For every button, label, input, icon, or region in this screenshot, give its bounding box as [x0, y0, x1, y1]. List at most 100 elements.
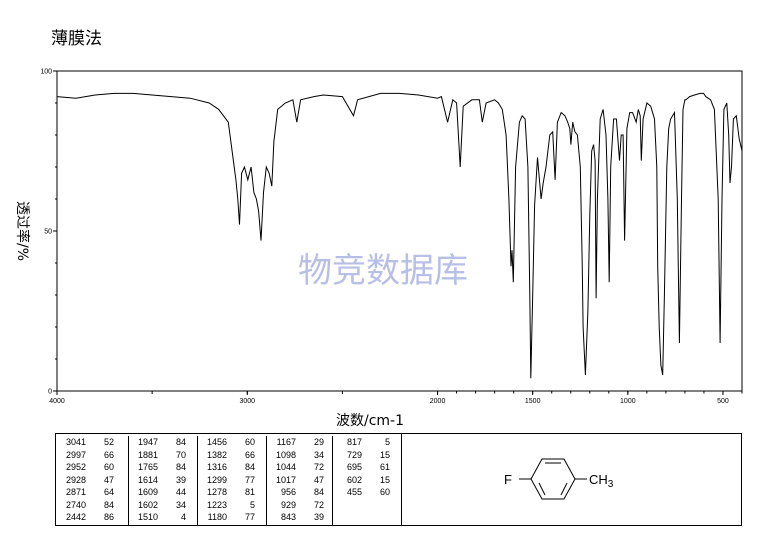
page-title: 薄膜法 [51, 29, 102, 49]
transmittance-value: 72 [313, 462, 324, 472]
peak-table-column: 1947 84 1881 70 1765 84 1614 39 1609 44 1602 34 1510… [128, 436, 198, 525]
peak-row: 1609 44 [128, 486, 197, 499]
y-tick-label: 100 [40, 69, 52, 76]
peak-row: 929 72 [266, 499, 332, 512]
peak-row: 1382 66 [197, 449, 266, 462]
wavenumber-value: 1602 [137, 499, 158, 510]
peak-row: 1180 77 [197, 511, 266, 524]
peak-row: 1881 70 [128, 449, 197, 462]
transmittance-value: 84 [103, 499, 114, 510]
wavenumber-value: 817 [346, 437, 362, 447]
transmittance-value: 34 [313, 449, 324, 460]
peak-row: 3041 52 [56, 436, 128, 449]
transmittance-value: 64 [103, 487, 114, 497]
wavenumber-value: 729 [346, 449, 362, 460]
peak-row: 2997 66 [56, 449, 128, 462]
peak-row: 1510 4 [128, 511, 197, 524]
peak-row: 729 15 [332, 449, 401, 462]
wavenumber-value: 1765 [137, 462, 158, 472]
transmittance-value: 84 [244, 462, 255, 472]
wavenumber-value: 2442 [65, 512, 86, 522]
x-tick-label: 3000 [239, 398, 255, 405]
transmittance-value: 15 [379, 449, 390, 460]
peak-row: 1602 34 [128, 499, 197, 512]
wavenumber-value: 1167 [276, 437, 296, 447]
wavenumber-value: 2928 [65, 474, 86, 485]
transmittance-value: 84 [175, 437, 186, 447]
transmittance-value: 60 [103, 462, 114, 472]
methyl-label: CH3 [589, 472, 614, 490]
peak-row: 2871 64 [56, 486, 128, 499]
wavenumber-value: 1316 [206, 462, 227, 472]
transmittance-value: 66 [244, 449, 255, 460]
wavenumber-value: 929 [280, 499, 296, 510]
transmittance-value: 52 [103, 437, 114, 447]
wavenumber-value: 1098 [275, 449, 296, 460]
transmittance-value: 77 [244, 474, 255, 485]
peak-row: 2740 84 [56, 499, 128, 512]
x-tick-label: 500 [717, 398, 729, 405]
peak-row: 1044 72 [266, 461, 332, 474]
transmittance-value: 4 [180, 512, 186, 522]
wavenumber-value: 2871 [65, 487, 86, 497]
transmittance-value: 39 [175, 474, 186, 485]
peak-row: 843 39 [266, 511, 332, 524]
transmittance-value: 84 [313, 487, 324, 497]
transmittance-value: 47 [313, 474, 324, 485]
structure-diagram: F CH3 [401, 434, 741, 525]
y-axis-label: 透过率/% [14, 201, 31, 261]
peak-row: 695 61 [332, 461, 401, 474]
wavenumber-value: 2740 [65, 499, 86, 510]
y-tick-label: 0 [48, 389, 52, 396]
wavenumber-value: 1180 [207, 512, 227, 522]
peak-row: 817 5 [332, 436, 401, 449]
wavenumber-value: 1278 [206, 487, 227, 497]
peak-row: 1614 39 [128, 474, 197, 487]
transmittance-value: 60 [244, 437, 255, 447]
wavenumber-value: 1044 [275, 462, 296, 472]
transmittance-value: 44 [175, 487, 186, 497]
peak-row: 956 84 [266, 486, 332, 499]
molecule-drawing: F CH3 [504, 458, 614, 500]
wavenumber-value: 695 [346, 462, 362, 472]
wavenumber-value: 1223 [206, 499, 227, 510]
wavenumber-value: 1299 [206, 474, 227, 485]
transmittance-value: 77 [244, 512, 255, 522]
peak-row: 1947 84 [128, 436, 197, 449]
peak-row: 602 15 [332, 474, 401, 487]
peak-table-column: 817 5 729 15 695 61 602 15 455 60 [332, 436, 401, 525]
transmittance-value: 15 [379, 474, 390, 485]
wavenumber-value: 1881 [137, 449, 158, 460]
wavenumber-value: 3041 [65, 437, 86, 447]
peak-row: 2952 60 [56, 461, 128, 474]
plot-frame [56, 70, 743, 392]
ir-spectrum-chart: 物竞数据库 4000 3000 2000 1500 1000 500 0 50 100 波数/c… [14, 69, 743, 429]
watermark: 物竞数据库 [298, 251, 468, 291]
transmittance-value: 61 [379, 462, 390, 472]
wavenumber-value: 956 [280, 487, 296, 497]
peak-table: 3041 52 2997 66 2952 60 2928 47 2871 64 2740 84 2442… [55, 433, 742, 526]
transmittance-value: 47 [103, 474, 114, 485]
peak-row: 1167 29 [266, 436, 332, 449]
transmittance-value: 60 [379, 487, 390, 497]
wavenumber-value: 843 [280, 512, 296, 522]
peak-row: 455 60 [332, 486, 401, 499]
wavenumber-value: 1456 [206, 437, 227, 447]
peak-table-column: 1456 60 1382 66 1316 84 1299 77 1278 81 1223 5 1180 7… [197, 436, 267, 525]
wavenumber-value: 602 [346, 474, 362, 485]
x-axis-label: 波数/cm-1 [336, 413, 404, 429]
peak-row: 1765 84 [128, 461, 197, 474]
transmittance-value: 86 [103, 512, 114, 522]
wavenumber-value: 1614 [137, 474, 158, 485]
x-tick-label: 2000 [430, 398, 446, 405]
transmittance-value: 70 [175, 449, 186, 460]
transmittance-value: 72 [313, 499, 324, 510]
transmittance-value: 39 [313, 512, 324, 522]
spectrum-line [56, 92, 743, 379]
wavenumber-value: 1947 [137, 437, 158, 447]
x-tick-label: 1500 [525, 398, 541, 405]
wavenumber-value: 2952 [65, 462, 86, 472]
peak-table-column: 1167 29 1098 34 1044 72 1017 47 956 84 929 72 843 39 [266, 436, 333, 525]
y-tick-label: 50 [44, 229, 52, 236]
fluorine-label: F [504, 472, 512, 487]
